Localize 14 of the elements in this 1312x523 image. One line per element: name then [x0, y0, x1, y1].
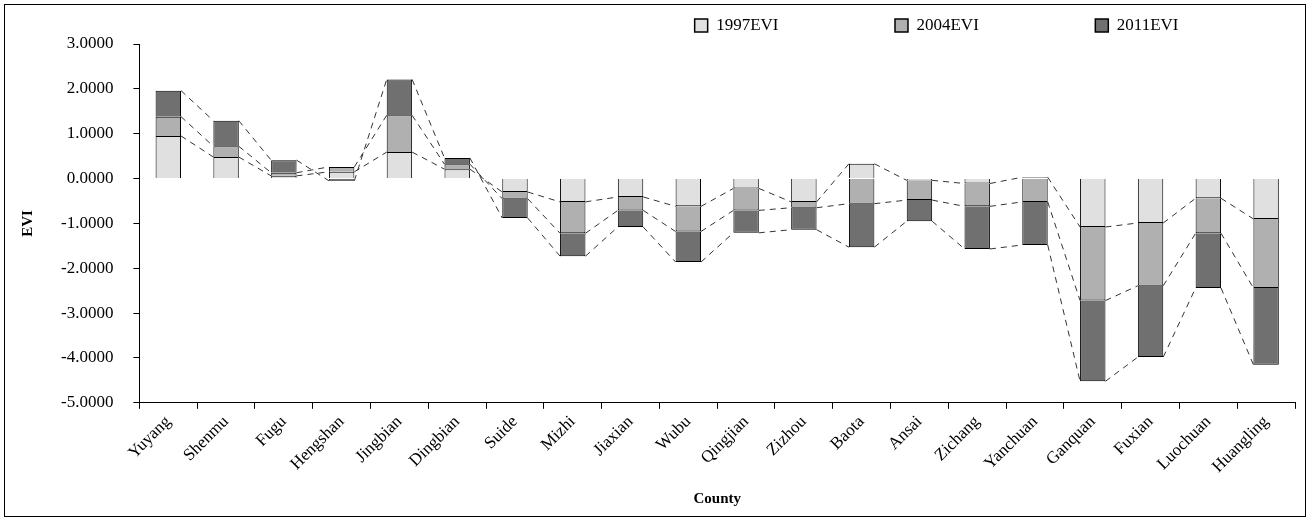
y-tick-label: -5.0000 [60, 392, 114, 412]
legend-label: 2011EVI [1116, 14, 1290, 34]
y-axis-title: EVI [18, 209, 35, 237]
legend-label: 1997EVI [716, 14, 889, 34]
y-tick-label: -4.0000 [60, 347, 114, 367]
y-tick-label: 3.0000 [66, 33, 114, 53]
legend-label: 2004EVI [916, 14, 1090, 34]
y-tick-label: 1.0000 [66, 123, 114, 143]
y-tick-label: -3.0000 [60, 302, 114, 322]
y-tick-label: -2.0000 [60, 257, 114, 277]
y-tick-label: 2.0000 [66, 78, 114, 98]
y-tick-label: -1.0000 [60, 212, 114, 232]
y-tick-label: 0.0000 [66, 168, 114, 188]
x-axis-title: County [693, 489, 742, 506]
